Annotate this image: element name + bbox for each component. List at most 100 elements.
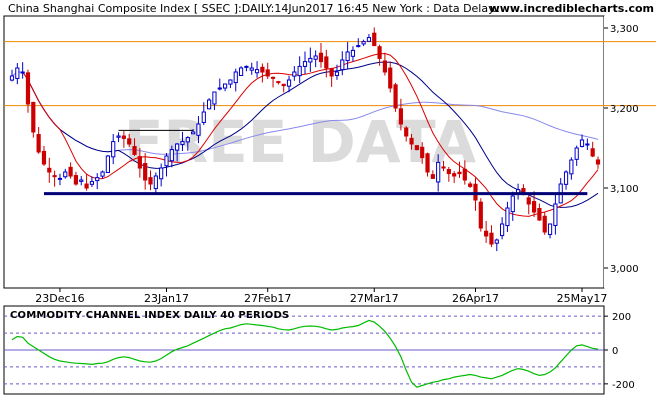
price-y-tick-label: 3,100 [610,184,639,195]
candle-body [57,177,63,180]
x-tick-label: 27Mar17 [350,292,399,305]
candle-body [414,145,419,151]
candle-body [505,207,510,227]
candle-body [372,32,377,47]
candle-body [452,173,457,177]
candle-body [276,81,281,84]
candle-body [494,239,499,244]
candle-body [420,146,425,159]
candle-body [308,57,313,63]
candle-body [41,150,47,165]
candle-body [84,183,89,189]
candle-body [484,230,489,237]
candle-body [531,201,537,213]
candle-body [63,171,68,178]
candle-body [159,167,164,180]
candle-body [297,65,302,77]
candle-body [121,135,126,139]
candle-body [238,67,244,76]
candle-body [228,79,233,85]
candle-body [377,46,382,59]
candle-body [537,208,542,221]
candle-body [270,76,276,79]
candle-body [79,179,84,182]
cci-line [11,319,599,388]
candle-body [595,159,601,165]
chart-title: China Shanghai Composite Index [ SSEC ]:… [8,2,501,15]
candle-body [212,91,217,105]
candle-body [233,71,238,84]
candle-body [563,171,569,185]
candle-body [286,79,292,87]
cci-y-axis: 200 0 -200 [604,312,635,391]
candle-body [9,75,15,81]
candle-body [15,67,20,79]
candle-body [47,167,52,173]
candle-body [31,101,36,133]
candle-body [89,181,95,185]
watermark: FREE DATA [124,108,476,176]
candle-body [100,171,105,177]
candle-body [260,66,265,73]
candle-body [25,72,31,105]
candle-body [366,37,372,42]
candle-body [222,83,228,89]
candle-body [500,223,505,237]
ma-long-line [27,61,599,208]
cci-y-tick-label: 200 [612,312,631,323]
candle-body [441,166,446,169]
candle-body [350,49,356,57]
candle-body [116,135,121,138]
candle-body [68,166,73,177]
candle-body [356,45,361,48]
candle-body [281,83,286,87]
candle-body [393,84,398,109]
x-tick-label: 27Feb17 [244,292,291,305]
cci-layer [4,315,604,388]
candle-body [436,161,441,183]
candle-body [180,141,185,145]
candle-body [52,175,57,178]
price-y-tick-label: 3,200 [610,104,639,115]
cci-y-tick-label: -200 [612,380,635,391]
candle-body [361,41,366,45]
candle-body [404,127,409,137]
candle-body [457,171,462,175]
candle-body [148,177,153,185]
candle-body [132,146,137,155]
candle-body [478,201,483,229]
x-axis: 23Dec16 23Jan17 27Feb17 27Mar17 26Apr17 25May… [35,288,607,305]
candle-body [334,71,340,76]
candle-body [292,71,297,77]
candle-body [313,55,318,60]
candle-body [468,183,473,187]
candle-body [462,168,467,181]
candle-body [446,168,451,175]
x-tick-label: 26Apr17 [452,292,499,305]
candle-body [388,67,393,89]
price-axis-area [604,16,656,288]
candle-body [345,51,350,62]
candle-body [73,175,79,185]
candle-body [510,195,515,213]
candle-body [95,177,100,182]
candle-body [382,60,388,73]
site-url[interactable]: www.incrediblecharts.com [489,2,654,15]
candle-body [329,68,334,77]
price-y-tick-label: 3,000 [610,264,639,275]
candle-body [542,215,547,233]
candle-body [143,163,148,181]
candle-body [111,141,116,158]
candle-body [425,153,430,173]
x-tick-label: 23Jan17 [144,292,189,305]
candle-body [398,108,403,125]
candle-body [244,65,249,68]
candle-body [553,203,558,226]
candle-body [217,87,222,90]
candle-body [127,138,132,145]
candle-body [324,56,329,69]
candle-body [249,67,254,71]
x-tick-label: 25May17 [557,292,608,305]
